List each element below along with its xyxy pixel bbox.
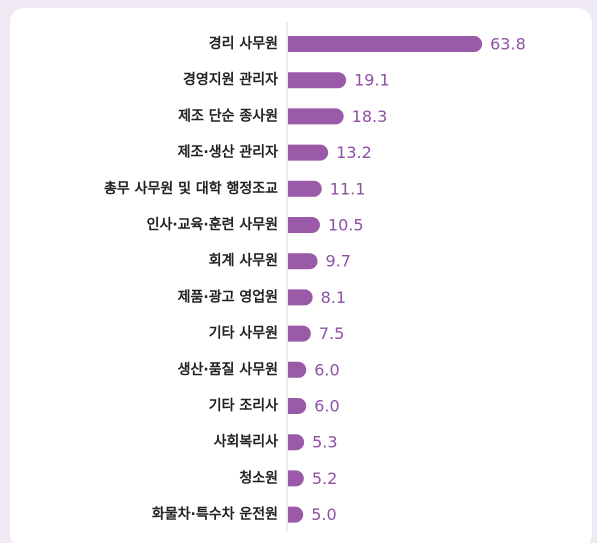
category-label: 제조·생산 관리자 [178,144,278,161]
category-label: 총무 사무원 및 대학 행정조교 [104,180,278,197]
category-label: 생산·품질 사무원 [178,361,278,378]
bar [288,180,322,197]
category-label: 경리 사무원 [209,35,278,52]
bar [288,144,329,161]
value-label: 9.7 [326,252,351,271]
value-label: 63.8 [490,35,526,54]
value-label: 10.5 [328,216,364,235]
bar [288,434,305,451]
bar [288,361,307,378]
value-label: 13.2 [336,143,372,162]
value-label: 6.0 [314,360,339,379]
bar [288,36,483,52]
bar [288,398,307,414]
bar [288,289,313,306]
value-label: 8.1 [321,288,346,307]
category-label: 기타 사무원 [209,326,278,342]
category-label: 기타 조리사 [209,398,278,414]
category-label: 경영지원 관리자 [183,71,278,88]
bar [288,72,347,89]
value-label: 7.5 [319,324,344,343]
category-label: 제품·광고 영업원 [178,288,278,305]
value-label: 19.1 [354,71,390,90]
value-label: 5.0 [311,505,336,524]
bar [288,506,304,523]
bar [288,325,311,342]
category-label: 화물차·특수차 운전원 [152,506,278,523]
value-label: 5.3 [312,433,337,452]
bar [288,108,344,125]
bar [288,217,320,233]
category-label: 인사·교육·훈련 사무원 [147,216,278,233]
bar [288,470,304,487]
value-label: 18.3 [352,107,388,126]
value-label: 5.2 [312,469,337,488]
category-label: 회계 사무원 [209,253,278,269]
value-label: 6.0 [314,397,339,416]
card [10,8,592,543]
bar [288,253,318,270]
category-label: 제조 단순 종사원 [178,107,278,124]
value-label: 11.1 [330,179,366,198]
category-label: 청소원 [239,470,278,486]
category-label: 사회복리사 [214,434,279,450]
